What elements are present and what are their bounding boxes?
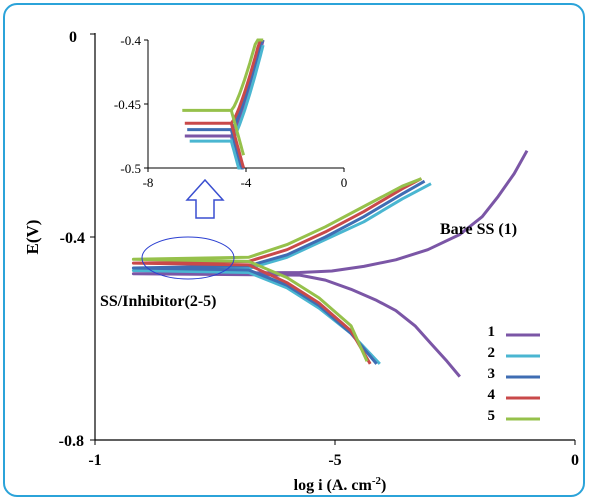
zoom-arrow [185,178,225,219]
inset-y-tick-label-0: -0.4 [120,33,141,48]
inset-chart: -0.4 -0.45 -0.5 -8 -4 0 [114,33,347,190]
legend-label-5: 5 [488,408,496,424]
inset-x-tick-label-2: 0 [341,175,348,190]
x-tick-label-1: -5 [328,452,341,469]
legend-label-2: 2 [488,345,496,361]
y-axis-label: E(V) [23,220,42,255]
y-tick-label-2: -0.8 [59,433,84,450]
annotation-inhibitor: SS/Inhibitor(2-5) [100,293,216,310]
inset-x-tick-label-1: -4 [241,175,252,190]
main-axes: 0 -0.4 -0.8 -1 -5 0 E(V) log i (A. cm-2) [23,29,579,494]
inset-curves [182,38,265,170]
y-tick-label-0: 0 [69,29,77,46]
legend-label-3: 3 [488,366,496,382]
x-axis-label: log i (A. cm-2) [294,475,387,494]
inset-series-5-cathodic [229,110,246,156]
inset-y-tick-label-2: -0.5 [120,161,141,176]
inset-series-3-cathodic [229,129,244,170]
main-curves [131,149,529,378]
y-tick-label-1: -0.4 [60,230,85,247]
inset-series-4-cathodic [229,122,246,169]
x-tick-label-0: -1 [88,452,101,469]
inset-series-5-anodic [182,38,264,112]
legend-label-1: 1 [488,324,496,340]
annotation-bare-ss: Bare SS (1) [440,221,517,238]
x-tick-label-2: 0 [571,452,579,469]
series-3-curve [131,179,426,365]
series-4-curve [131,177,423,365]
inset-y-tick-label-1: -0.45 [114,97,141,112]
series-5-curve [131,177,422,362]
highlight-ellipse [141,236,235,280]
legend: 1 2 3 4 5 [488,324,540,424]
inset-x-tick-label-0: -8 [143,175,154,190]
legend-label-4: 4 [488,387,496,403]
